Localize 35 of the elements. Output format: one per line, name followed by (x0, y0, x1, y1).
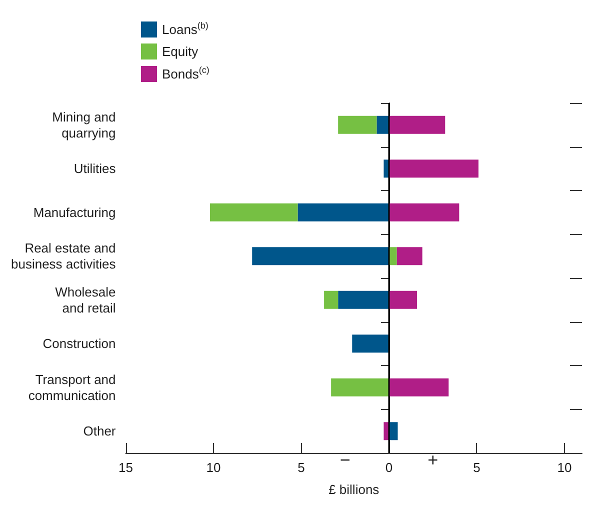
bar (396, 247, 422, 266)
x-axis-title: £ billions (328, 482, 380, 497)
x-tick-label: 10 (557, 460, 572, 475)
bar (252, 247, 389, 266)
bar (388, 378, 449, 396)
bar (352, 334, 389, 353)
y-tick-label: Manufacturing (33, 204, 116, 220)
y-tick-label: Real estate and business activities (10, 240, 116, 272)
bar (376, 116, 389, 134)
y-tick-label: Utilities (74, 161, 116, 176)
bar (388, 203, 460, 222)
bar (331, 378, 389, 396)
bar (384, 422, 389, 440)
y-tick-label: Mining and quarrying (52, 109, 116, 140)
y-tick-label: Transport and communication (28, 372, 116, 403)
bar (384, 160, 389, 178)
x-tick-label: 15 (118, 460, 133, 475)
y-tick-label: Construction (42, 336, 116, 352)
bar (338, 116, 377, 134)
annotation: + (428, 450, 438, 470)
x-tick-label: 10 (206, 460, 221, 475)
bar (298, 203, 389, 222)
bar (324, 290, 338, 309)
bar (388, 116, 446, 134)
bar (388, 290, 418, 309)
x-tick-label: 5 (298, 460, 305, 475)
x-tick-label: 0 (385, 460, 393, 475)
annotation: − (340, 450, 350, 470)
bar (210, 203, 298, 222)
y-tick-label: Other (83, 424, 116, 439)
y-tick-label: Wholesale and retail (55, 284, 116, 316)
bar (338, 290, 389, 309)
legend-label: Equity (162, 44, 199, 59)
x-tick-label: 5 (473, 460, 480, 475)
bar (388, 160, 478, 178)
